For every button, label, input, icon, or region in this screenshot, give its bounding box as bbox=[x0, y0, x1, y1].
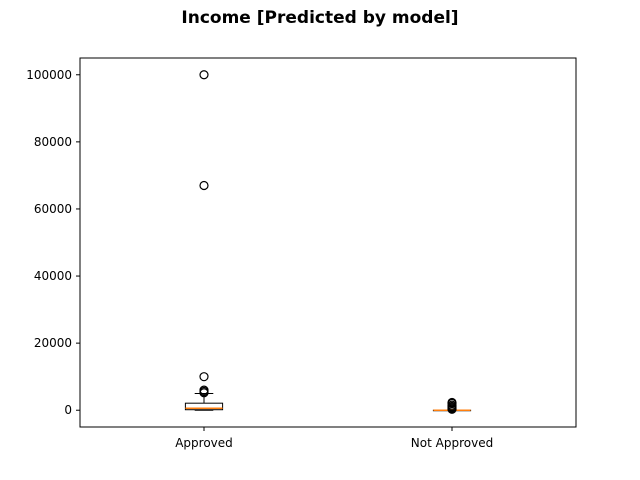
y-tick-label: 0 bbox=[64, 403, 72, 417]
plot-frame bbox=[79, 57, 577, 428]
outlier-point bbox=[199, 180, 209, 191]
y-tick-label: 80000 bbox=[34, 135, 72, 149]
y-tick-label: 60000 bbox=[34, 202, 72, 216]
box-iqr bbox=[184, 402, 224, 411]
outlier-point bbox=[447, 397, 457, 408]
x-tick-label: Approved bbox=[175, 436, 233, 450]
outlier-point bbox=[199, 388, 209, 398]
y-tick-label: 40000 bbox=[34, 269, 72, 283]
x-tick-label: Not Approved bbox=[411, 436, 493, 450]
y-tick-label: 100000 bbox=[26, 68, 72, 82]
outlier-point bbox=[199, 372, 209, 382]
chart-title: Income [Predicted by model] bbox=[181, 8, 459, 28]
outlier-point bbox=[199, 70, 209, 80]
y-tick-label: 20000 bbox=[34, 336, 72, 350]
